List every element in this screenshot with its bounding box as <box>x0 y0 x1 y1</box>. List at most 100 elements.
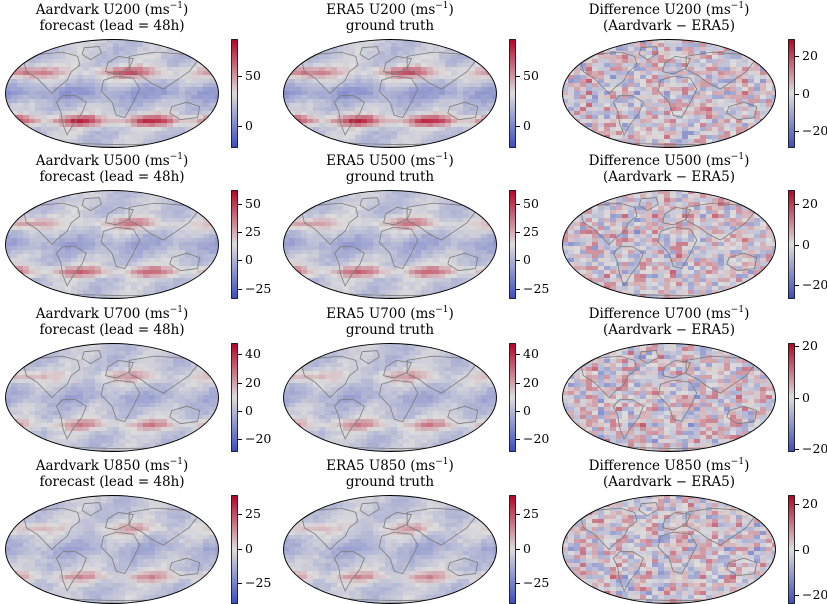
colorbar-u850-forecast <box>231 495 238 604</box>
colorbar-tick-mark <box>238 232 242 233</box>
colorbar-tick-mark <box>238 76 242 77</box>
colorbar-tick-mark <box>795 56 799 57</box>
colorbar-tick-label: 0 <box>245 252 253 267</box>
map-border <box>283 343 497 452</box>
title-text-end: ) <box>182 306 189 322</box>
panel-title-line1: Aardvark U850 (ms−1) <box>2 456 222 474</box>
title-text: ERA5 U850 (ms <box>326 458 436 474</box>
coastline <box>128 202 199 241</box>
colorbar-tick-mark <box>238 549 242 550</box>
title-text: ERA5 U500 (ms <box>326 153 436 169</box>
panel-title-line1: Aardvark U200 (ms−1) <box>2 1 222 18</box>
panel-title-line2: forecast (lead = 48h) <box>39 169 185 185</box>
colorbar-u200-forecast <box>231 39 238 148</box>
coastline <box>333 551 365 592</box>
colorbar-tick-label: −25 <box>523 281 550 296</box>
title-text: Aardvark U850 (ms <box>35 458 170 474</box>
title-unit-exponent: −1 <box>435 304 449 315</box>
map-border <box>5 190 219 299</box>
coastline <box>23 51 81 95</box>
panel-title-line1: Difference U500 (ms−1) <box>559 152 779 169</box>
title-text-end: ) <box>744 458 750 474</box>
colorbar-tick-mark <box>238 439 242 440</box>
coastline <box>128 355 199 394</box>
colorbar-u850-diff <box>788 495 795 604</box>
coastline <box>81 502 102 517</box>
colorbar-tick-label: 20 <box>802 338 818 353</box>
colorbar-tick-label: 20 <box>802 196 818 211</box>
colorbar-u200-truth <box>509 39 516 148</box>
title-unit-exponent: −1 <box>730 0 745 11</box>
panel-title-line2: (Aardvark − ERA5) <box>603 474 735 490</box>
colorbar-tick-mark <box>795 398 799 399</box>
coastline <box>580 355 638 399</box>
panel-title-line2: ground truth <box>345 18 435 34</box>
colorbar-tick-label: 0 <box>802 390 810 405</box>
coastline <box>301 507 359 551</box>
title-unit-exponent: −1 <box>169 456 183 467</box>
coastline <box>378 531 419 574</box>
map-u700-diff <box>562 343 776 452</box>
coastline <box>128 51 199 90</box>
title-text: Difference U200 (ms <box>588 2 731 18</box>
colorbar-tick-label: 50 <box>245 196 261 211</box>
coastline <box>612 246 644 287</box>
title-text: Aardvark U200 (ms <box>35 2 170 18</box>
colorbar-tick-mark <box>795 94 799 95</box>
title-text-end: ) <box>448 153 454 169</box>
colorbar-tick-label: 0 <box>245 403 253 418</box>
colorbar-tick-label: 0 <box>523 541 531 556</box>
coastline <box>301 355 359 399</box>
coastline <box>406 202 477 241</box>
map-u500-forecast <box>5 190 219 299</box>
coastline <box>333 95 365 136</box>
colorbar-tick-label: 20 <box>245 375 261 390</box>
coastline <box>612 551 644 592</box>
colorbar-tick-label: 0 <box>245 118 253 133</box>
title-unit-exponent: −1 <box>435 0 449 11</box>
colorbar-tick-mark <box>516 583 520 584</box>
coastline <box>447 252 479 272</box>
coastline <box>359 350 380 365</box>
colorbar-tick-mark <box>238 260 242 261</box>
colorbar-tick-mark <box>516 289 520 290</box>
title-text-end: ) <box>448 2 454 18</box>
colorbar-tick-mark <box>516 76 520 77</box>
colorbar-tick-mark <box>795 285 799 286</box>
coastline <box>81 350 102 365</box>
colorbar-tick-label: 20 <box>802 496 818 511</box>
panel-title-line1: Difference U850 (ms−1) <box>559 457 779 474</box>
colorbar-tick-label: 20 <box>802 48 818 63</box>
coastline <box>406 507 477 546</box>
coastline <box>55 551 87 592</box>
coastline <box>612 399 644 440</box>
coastline <box>100 226 141 269</box>
coastline <box>638 502 659 517</box>
coastline <box>685 202 756 241</box>
colorbar-tick-label: −20 <box>802 441 827 456</box>
colorbar-tick-label: 50 <box>523 68 539 83</box>
colorbar-tick-mark <box>238 289 242 290</box>
coastline <box>638 197 659 212</box>
colorbar-tick-mark <box>516 439 520 440</box>
colorbar-tick-mark <box>516 232 520 233</box>
colorbar-tick-label: 0 <box>523 252 531 267</box>
coastline <box>657 226 698 269</box>
coastline <box>685 507 756 546</box>
coastline <box>169 101 201 121</box>
map-u850-truth <box>283 495 497 604</box>
colorbar-tick-label: 25 <box>245 224 261 239</box>
coastline <box>81 197 102 212</box>
colorbar-tick-mark <box>516 411 520 412</box>
title-unit-exponent: −1 <box>435 151 449 162</box>
panel-title-line2: ground truth <box>345 169 435 185</box>
title-text: ERA5 U700 (ms <box>326 306 436 322</box>
panel-title-line2: ground truth <box>345 322 435 338</box>
coastline <box>301 202 359 246</box>
coastline <box>657 75 698 118</box>
colorbar-tick-label: 0 <box>523 403 531 418</box>
colorbar-tick-label: 0 <box>802 237 810 252</box>
coastline <box>100 75 141 118</box>
colorbar-tick-mark <box>238 514 242 515</box>
coastline <box>23 202 81 246</box>
